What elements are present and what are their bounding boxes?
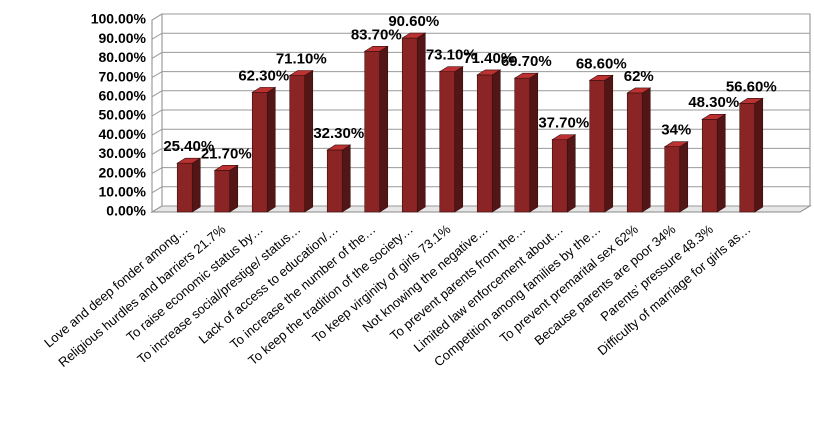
value-label: 73.10%: [426, 47, 477, 64]
bar-top: [438, 66, 464, 72]
bar-front: [589, 79, 606, 213]
bar: [551, 134, 577, 213]
bar: [176, 157, 202, 213]
bar-side: [491, 69, 501, 213]
value-label: 25.40%: [163, 138, 214, 155]
bar-side: [266, 86, 276, 213]
bar-front: [176, 162, 193, 213]
bar-side: [191, 157, 201, 213]
y-tick-label: 70.00%: [99, 68, 147, 84]
bar-side: [341, 144, 351, 213]
bar-top: [213, 165, 239, 171]
bar: [738, 97, 764, 213]
value-label: 34%: [661, 122, 691, 139]
bar: [213, 164, 239, 213]
bar: [363, 45, 389, 213]
bar-side: [641, 87, 651, 213]
bar-top: [326, 144, 352, 151]
y-tick-label: 20.00%: [99, 164, 147, 180]
bar-side: [604, 74, 614, 213]
bar: [476, 69, 502, 213]
bar-front: [364, 50, 381, 213]
grid-line: [151, 32, 810, 40]
bar-front: [514, 77, 531, 213]
bar-front: [214, 170, 231, 213]
bar-front: [701, 118, 718, 213]
value-label: 62%: [624, 68, 654, 85]
y-tick-label: 0.00%: [106, 203, 146, 219]
grid-line: [151, 13, 810, 21]
bar-front: [439, 71, 456, 213]
value-label: 69.70%: [501, 53, 552, 70]
y-tick-label: 80.00%: [99, 49, 147, 65]
bar-top: [176, 157, 202, 164]
bar-front: [289, 75, 306, 213]
bar-side: [416, 32, 426, 213]
bar-side: [754, 97, 764, 213]
grid-line: [151, 51, 810, 59]
bar-front: [664, 146, 681, 213]
bar-top: [551, 134, 577, 140]
value-label: 90.60%: [388, 13, 439, 30]
value-label: 83.70%: [351, 26, 402, 43]
bar-side: [379, 45, 389, 213]
bar-top: [251, 87, 277, 93]
y-tick-label: 40.00%: [99, 126, 147, 142]
bar-front: [251, 92, 268, 213]
bar-top: [288, 70, 314, 76]
bar-top: [588, 74, 614, 81]
y-tick-label: 30.00%: [99, 145, 147, 161]
bar-side: [566, 134, 576, 213]
bar: [626, 87, 652, 213]
bar-top: [738, 98, 764, 104]
value-label: 62.30%: [238, 67, 289, 84]
bar-front: [551, 139, 568, 213]
bar: [288, 69, 314, 213]
y-tick-label: 60.00%: [99, 88, 147, 104]
bar: [701, 113, 727, 213]
y-tick-label: 90.00%: [99, 30, 147, 46]
bar: [588, 74, 614, 213]
value-label: 48.30%: [688, 94, 739, 111]
bar: [513, 72, 539, 213]
bar-top: [401, 32, 427, 39]
bar-side: [679, 141, 689, 213]
bar: [438, 66, 464, 213]
bar-side: [304, 69, 314, 213]
y-tick-label: 10.00%: [99, 184, 147, 200]
value-label: 71.10%: [276, 50, 327, 67]
value-label: 32.30%: [313, 125, 364, 142]
value-label: 68.60%: [576, 55, 627, 72]
bar-side: [529, 72, 539, 213]
bar-side: [229, 164, 239, 213]
value-label: 21.70%: [201, 145, 252, 162]
bar-top: [701, 113, 727, 120]
y-tick-label: 50.00%: [99, 107, 147, 123]
bar-top: [476, 69, 502, 76]
bar-side: [454, 66, 464, 213]
bar-front: [401, 37, 418, 213]
bar-front: [626, 92, 643, 213]
bar-top: [663, 141, 689, 148]
bar-side: [716, 113, 726, 213]
bar: [401, 32, 427, 213]
bar-top: [363, 45, 389, 52]
bar-top: [513, 72, 539, 79]
bar-front: [476, 74, 493, 213]
y-tick-label: 100.00%: [91, 11, 147, 27]
bar-front: [326, 149, 343, 213]
value-label: 71.40%: [463, 50, 514, 67]
bar: [326, 144, 352, 213]
bar: [663, 141, 689, 213]
bar-top: [626, 87, 652, 94]
value-label: 56.60%: [726, 78, 777, 95]
value-label: 37.70%: [538, 115, 589, 132]
bar: [251, 86, 277, 213]
grid-line: [151, 71, 810, 79]
bar-front: [739, 103, 756, 213]
